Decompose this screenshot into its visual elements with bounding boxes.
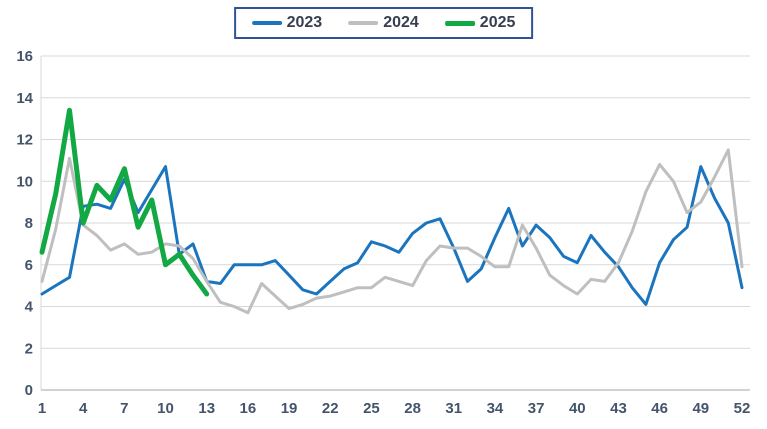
x-tick-label: 10	[157, 400, 174, 417]
x-tick-label: 37	[528, 400, 545, 417]
chart-legend: 2023 2024 2025	[233, 7, 534, 39]
legend-label-2023: 2023	[286, 14, 323, 31]
y-tick-label: 8	[25, 215, 33, 232]
x-tick-label: 52	[734, 400, 751, 417]
x-tick-label: 46	[651, 400, 668, 417]
series-line-2023	[40, 165, 744, 306]
y-tick-label: 6	[25, 257, 33, 274]
y-tick-label: 14	[16, 90, 33, 107]
legend-item-2025: 2025	[444, 14, 516, 32]
x-tick-label: 34	[487, 400, 504, 417]
x-tick-label: 31	[445, 400, 462, 417]
x-tick-label: 49	[692, 400, 709, 417]
x-tick-label: 7	[120, 400, 128, 417]
y-tick-label: 10	[16, 173, 33, 190]
x-tick-label: 25	[363, 400, 380, 417]
legend-line-swatch-2025	[444, 20, 475, 26]
x-tick-label: 19	[281, 400, 298, 417]
legend-line-swatch-2023	[251, 21, 282, 25]
x-tick-label: 13	[198, 400, 215, 417]
series-line-2025	[39, 107, 210, 297]
y-tick-label: 12	[16, 132, 33, 149]
x-tick-label: 1	[38, 400, 46, 417]
x-tick-label: 40	[569, 400, 586, 417]
y-tick-label: 16	[16, 48, 33, 65]
x-tick-label: 43	[610, 400, 627, 417]
series-line-2024	[40, 148, 744, 315]
x-tick-label: 22	[322, 400, 339, 417]
y-tick-label: 0	[25, 382, 33, 399]
legend-line-swatch-2024	[348, 21, 379, 25]
legend-label-2024: 2024	[383, 14, 419, 31]
y-tick-label: 2	[25, 340, 33, 357]
x-tick-label: 4	[79, 400, 88, 417]
x-tick-label: 16	[240, 400, 257, 417]
legend-item-2023: 2023	[251, 14, 323, 32]
y-tick-label: 4	[25, 299, 34, 316]
x-tick-label: 28	[404, 400, 421, 417]
legend-label-2025: 2025	[479, 14, 516, 31]
legend-item-2024: 2024	[348, 14, 419, 32]
